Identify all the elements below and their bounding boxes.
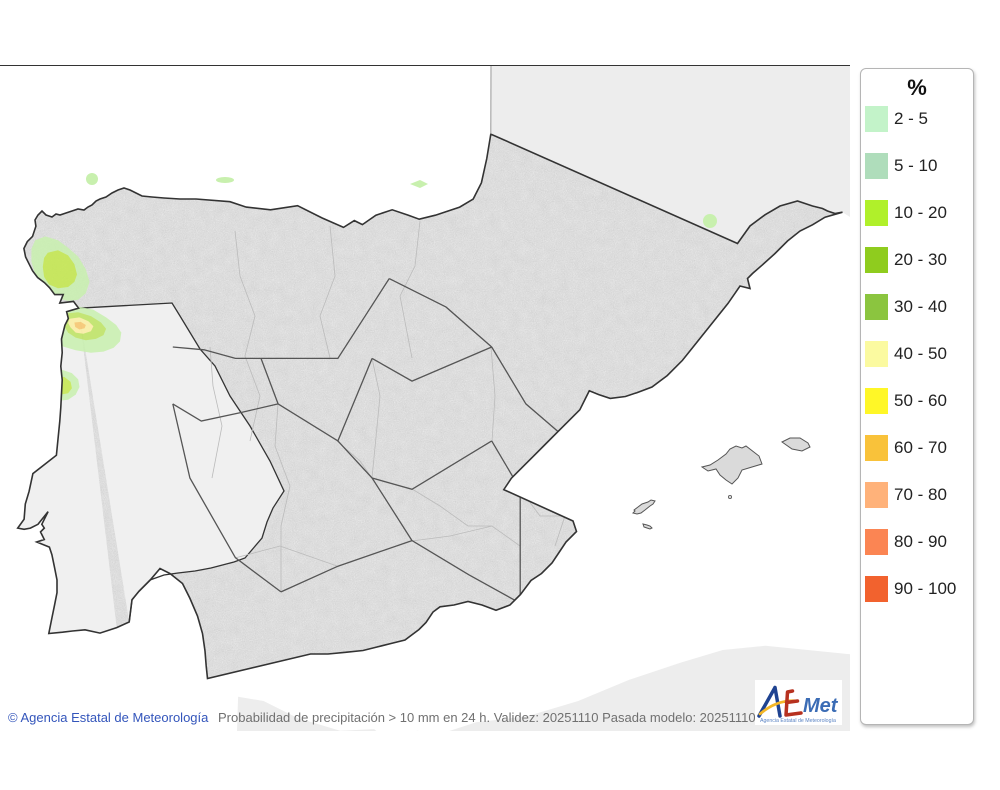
svg-text:Met: Met (803, 695, 839, 717)
svg-text:Agencia Estatal de Meteorologí: Agencia Estatal de Meteorología (760, 718, 836, 724)
